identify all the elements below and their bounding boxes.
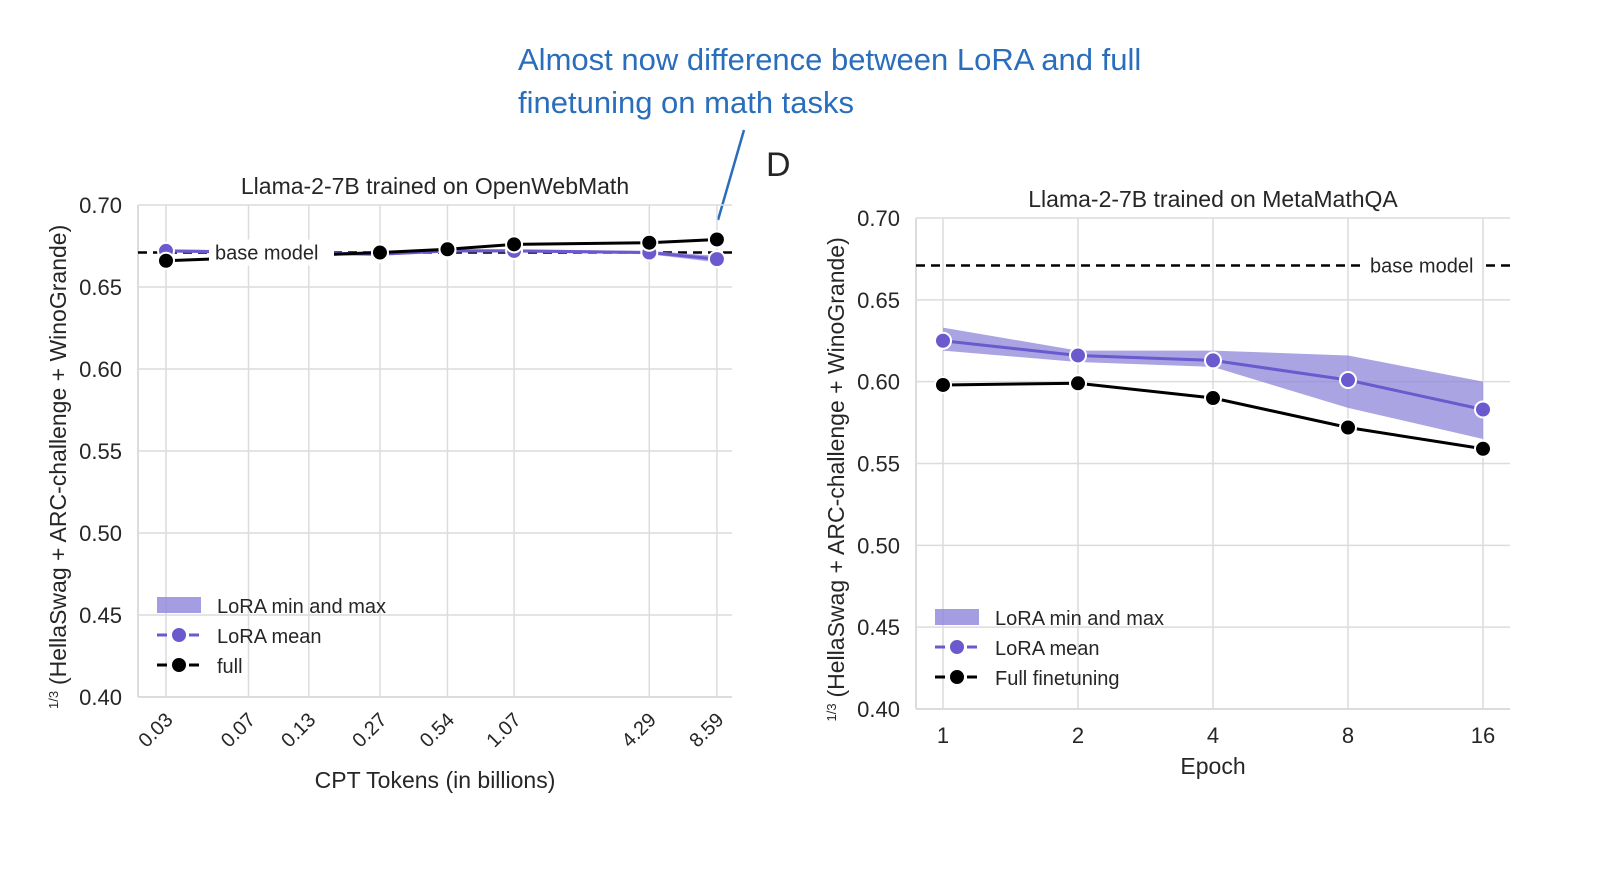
data-point-lora-mean bbox=[1204, 351, 1222, 370]
baseline-label: base model bbox=[1370, 255, 1473, 277]
legend-swatch-marker bbox=[170, 656, 188, 674]
x-tick-label: 2 bbox=[1072, 723, 1084, 748]
annotation-arrow bbox=[716, 129, 746, 221]
y-tick-label: 0.65 bbox=[857, 288, 900, 313]
x-tick-label: 0.03 bbox=[134, 709, 177, 752]
legend-label: LoRA min and max bbox=[217, 596, 386, 618]
legend-label: Full finetuning bbox=[995, 668, 1120, 690]
legend-label: LoRA mean bbox=[995, 638, 1100, 660]
x-tick-label: 16 bbox=[1471, 723, 1495, 748]
data-point-lora-mean bbox=[1339, 371, 1357, 390]
y-tick-label: 0.40 bbox=[857, 697, 900, 722]
x-tick-label: 4 bbox=[1207, 723, 1219, 748]
chart-openwebmath: 0.40 0.45 0.50 0.55 0.60 0.65 0.70 0.03 0.07 0.13… bbox=[45, 173, 732, 793]
x-tick-label: 1.07 bbox=[483, 709, 526, 752]
y-axis-label: 1/3 (HellaSwag + ARC-challenge + WinoGran… bbox=[823, 237, 849, 721]
baseline-label: base model bbox=[215, 243, 318, 265]
legend-label: LoRA mean bbox=[217, 626, 322, 648]
chart-title: Llama-2-7B trained on OpenWebMath bbox=[241, 173, 629, 199]
y-tick-label: 0.45 bbox=[79, 603, 122, 628]
legend-swatch-marker bbox=[170, 626, 188, 644]
x-tick-label: 0.13 bbox=[277, 709, 320, 752]
data-point-full bbox=[1339, 418, 1357, 437]
y-tick-label: 0.60 bbox=[857, 370, 900, 395]
chart-title: Llama-2-7B trained on MetaMathQA bbox=[1028, 186, 1398, 212]
y-tick-label: 0.55 bbox=[857, 452, 900, 477]
data-point-lora-mean bbox=[707, 250, 726, 269]
legend-swatch-band bbox=[157, 597, 201, 613]
annotation-text: Almost now difference between LoRA and f… bbox=[518, 38, 1141, 124]
x-tick-label: 1 bbox=[937, 723, 949, 748]
data-point-lora-mean bbox=[934, 331, 952, 350]
y-tick-label: 0.55 bbox=[79, 439, 122, 464]
y-axis-label-fraction: 1/3 bbox=[46, 691, 61, 709]
legend-swatch-marker bbox=[948, 668, 966, 686]
x-tick-label: 4.29 bbox=[618, 709, 661, 752]
legend-label: full bbox=[217, 656, 243, 678]
y-tick-label: 0.50 bbox=[79, 521, 122, 546]
x-tick-label: 0.07 bbox=[217, 709, 260, 752]
data-point-full bbox=[1069, 374, 1087, 393]
data-point-full bbox=[505, 235, 524, 254]
annotation-line-2: finetuning on math tasks bbox=[518, 85, 855, 120]
y-tick-label: 0.65 bbox=[79, 275, 122, 300]
data-point-lora-mean bbox=[1069, 346, 1087, 365]
data-point-full bbox=[1474, 439, 1492, 458]
data-point-full bbox=[934, 375, 952, 394]
x-axis-label: Epoch bbox=[1180, 753, 1245, 779]
y-axis-label: 1/3 (HellaSwag + ARC-challenge + WinoGran… bbox=[45, 225, 71, 709]
legend: LoRA min and max LoRA mean full bbox=[157, 596, 386, 678]
y-axis-label-fraction: 1/3 bbox=[824, 703, 839, 721]
legend-swatch-band bbox=[935, 609, 979, 625]
baseline-label-bg bbox=[1364, 252, 1482, 279]
data-point-full bbox=[438, 240, 457, 259]
x-tick-label: 0.27 bbox=[348, 709, 391, 752]
panel-letter: D bbox=[766, 146, 791, 184]
y-tick-label: 0.40 bbox=[79, 685, 122, 710]
legend-swatch-marker bbox=[948, 638, 966, 656]
baseline-label-bg bbox=[209, 239, 334, 266]
y-axis-label-text: (HellaSwag + ARC-challenge + WinoGrande) bbox=[823, 237, 849, 697]
annotation-line-1: Almost now difference between LoRA and f… bbox=[518, 42, 1142, 77]
data-point-full bbox=[1204, 389, 1222, 408]
y-tick-label: 0.70 bbox=[79, 193, 122, 218]
y-tick-label: 0.50 bbox=[857, 533, 900, 558]
x-tick-label: 8.59 bbox=[685, 709, 728, 752]
x-tick-label: 8 bbox=[1342, 723, 1354, 748]
chart-metamathqa: 0.40 0.45 0.50 0.55 0.60 0.65 0.70 1 2 4 8 16 Llama-… bbox=[823, 186, 1510, 779]
x-axis-label: CPT Tokens (in billions) bbox=[315, 767, 556, 793]
legend-label: LoRA min and max bbox=[995, 608, 1164, 630]
y-tick-label: 0.70 bbox=[857, 206, 900, 231]
data-point-full bbox=[157, 251, 175, 270]
legend: LoRA min and max LoRA mean Full finetuning bbox=[935, 608, 1164, 690]
x-tick-label: 0.54 bbox=[416, 709, 459, 752]
y-axis-label-text: (HellaSwag + ARC-challenge + WinoGrande) bbox=[45, 225, 71, 685]
y-tick-label: 0.45 bbox=[857, 615, 900, 640]
data-point-full bbox=[707, 230, 726, 249]
series-line-full bbox=[165, 237, 717, 263]
data-point-full bbox=[640, 233, 659, 252]
data-point-full bbox=[370, 243, 389, 262]
y-tick-label: 0.60 bbox=[79, 357, 122, 382]
data-point-lora-mean bbox=[1474, 400, 1492, 419]
